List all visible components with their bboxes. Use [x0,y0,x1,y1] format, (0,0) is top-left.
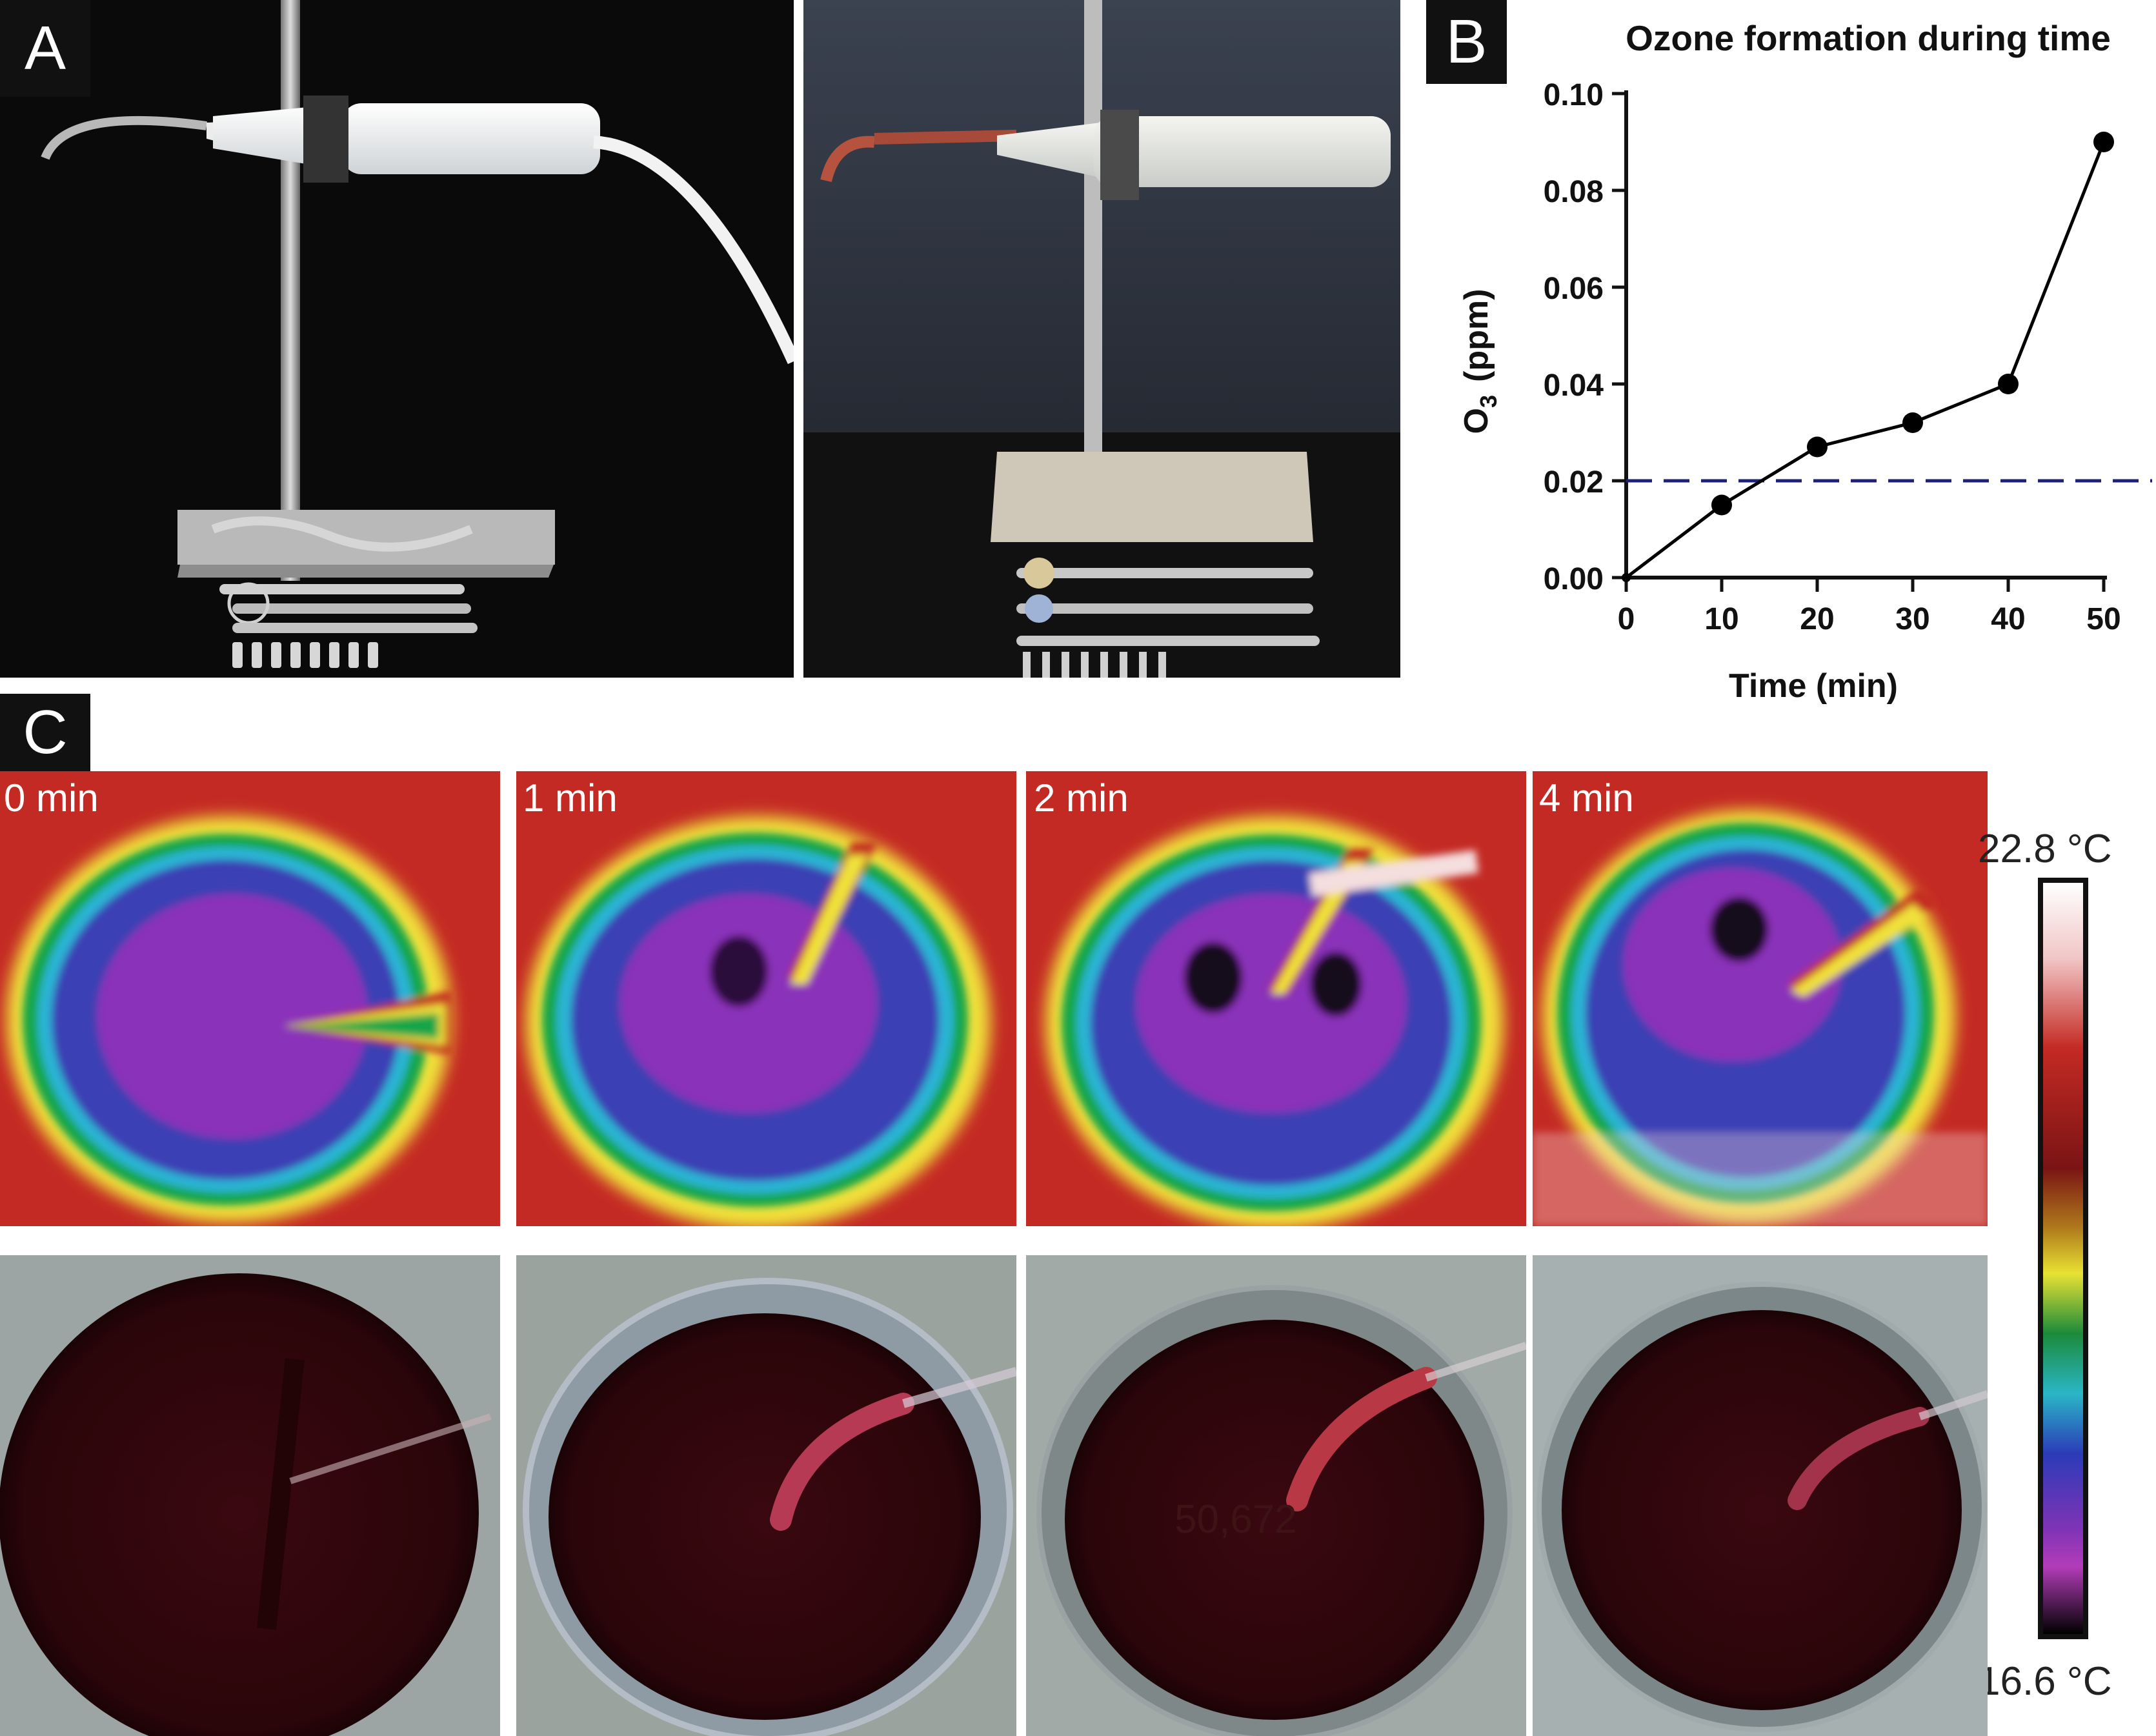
y-tick-label: 0.06 [1544,272,1604,306]
panel-label-a: A [0,0,90,97]
y-axis-label-subscript: 3 [1475,395,1502,408]
thermal-color-scale [2038,878,2088,1639]
data-point [2093,132,2114,152]
x-tick-label: 30 [1895,602,1929,636]
y-axis-label: O3 (ppm) [1458,289,1502,434]
y-axis-label-main: O [1458,408,1495,434]
chart-axes [1624,90,2107,580]
thermal-image-1min: 1 min [516,771,1016,1226]
dish-photo-0min [0,1255,500,1736]
x-axis-label: Time (min) [1729,667,1898,705]
dish-photo-2min: 50,672 [1026,1255,1526,1736]
thermal-time-label: 2 min [1034,776,1129,820]
y-tick-label: 0.08 [1544,175,1604,209]
x-tick-label: 40 [1991,602,2025,636]
y-axis-label-unit: (ppm) [1458,289,1495,382]
dish-photo-1min [516,1255,1016,1736]
series-line [1625,141,2106,579]
thermal-time-label: 1 min [523,776,618,820]
panel-label-b: B [1426,0,1507,84]
y-tick-label: 0.00 [1544,562,1604,596]
thermal-image-0min: 0 min [0,771,500,1226]
dish-photo-4min [1533,1255,1988,1736]
photo-ozone-device-blood-tube [803,0,1400,678]
photo-ozone-device-black-bg [0,0,794,678]
thermal-scale-min-label: 16.6 °C [1978,1659,2112,1704]
chart-series-group [1622,132,2114,582]
data-point [1998,374,2019,394]
svg-text:O3(ppm): O3 (ppm) [1458,289,1502,434]
data-point [1902,412,1923,433]
data-point [1807,436,1828,458]
data-point [1622,573,1631,582]
thermal-image-4min: 4 min [1533,771,1988,1226]
chart-x-ticks: 0 10 20 30 40 50 [1618,578,2121,636]
panel-label-c: C [0,694,90,771]
chart-title: Ozone formation during time [1626,18,2111,58]
ozone-chart: Ozone formation during time 0.00 0.02 0.04… [1458,18,2152,705]
y-tick-label: 0.10 [1544,78,1604,112]
chart-y-ticks: 0.00 0.02 0.04 0.06 0.08 0.10 [1544,78,1626,596]
x-tick-label: 50 [2086,602,2121,636]
dish-overlay-text: 50,672 [1174,1497,1297,1542]
thermal-time-label: 0 min [4,776,99,820]
y-tick-label: 0.04 [1544,368,1604,403]
thermal-scale-max-label: 22.8 °C [1978,827,2112,871]
data-point [1711,494,1732,516]
x-tick-label: 0 [1618,602,1635,636]
x-tick-label: 10 [1704,602,1738,636]
y-tick-label: 0.02 [1544,465,1604,500]
x-tick-label: 20 [1800,602,1834,636]
thermal-image-2min: 2 min [1026,771,1526,1226]
thermal-time-label: 4 min [1539,776,1634,820]
